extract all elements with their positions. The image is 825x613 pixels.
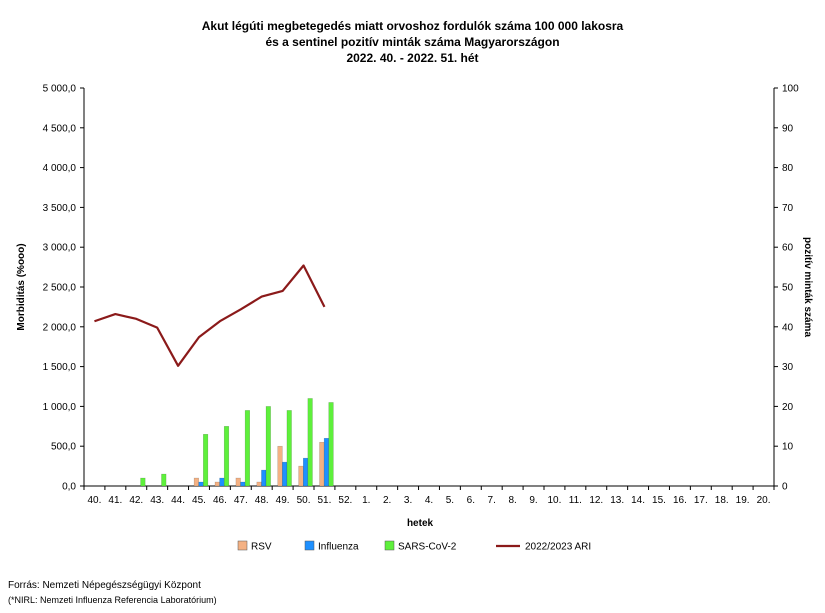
x-tick-label: 47.: [234, 495, 248, 506]
bar-influenza: [240, 481, 246, 487]
right-tick-label: 0: [782, 482, 788, 493]
chart-title-line-1: Akut légúti megbetegedés miatt orvoshoz …: [201, 19, 624, 33]
bar-sars-cov-2: [203, 434, 209, 487]
x-tick-label: 15.: [652, 495, 666, 506]
x-tick-label: 19.: [736, 495, 750, 506]
source-note: (*NIRL: Nemzeti Influenza Referencia Lab…: [8, 595, 217, 605]
line-series-ari: [94, 264, 326, 367]
bar-influenza: [219, 477, 225, 487]
x-tick-label: 52.: [338, 495, 352, 506]
x-tick-label: 18.: [715, 495, 729, 506]
x-tick-label: 40.: [88, 495, 102, 506]
x-tick-label: 11.: [569, 495, 582, 506]
right-tick-label: 90: [782, 123, 794, 134]
x-tick-label: 16.: [673, 495, 687, 506]
right-tick-label: 30: [782, 362, 794, 373]
x-tick-label: 49.: [276, 495, 290, 506]
x-tick-label: 41.: [108, 495, 122, 506]
left-tick-label: 4 000,0: [43, 163, 77, 174]
legend-label: 2022/2023 ARI: [525, 542, 591, 553]
x-tick-label: 14.: [631, 495, 645, 506]
legend-swatch: [384, 540, 395, 551]
bar-sars-cov-2: [140, 477, 146, 487]
x-tick-label: 45.: [192, 495, 206, 506]
right-axis-label: pozitív minták száma: [802, 237, 813, 337]
x-axis-label: hetek: [407, 518, 434, 529]
x-tick-label: 20.: [757, 495, 771, 506]
x-tick-label: 12.: [589, 495, 603, 506]
x-tick-label: 43.: [150, 495, 164, 506]
left-tick-label: 500,0: [51, 442, 76, 453]
bar-sars-cov-2: [286, 410, 292, 487]
x-tick-label: 8.: [508, 495, 516, 506]
left-axis-label: Morbiditás (%ooo): [16, 243, 27, 330]
source-text: Forrás: Nemzeti Népegészségügyi Központ: [8, 580, 201, 591]
x-tick-label: 3.: [404, 495, 412, 506]
left-tick-label: 0,0: [62, 482, 76, 493]
bar-sars-cov-2: [307, 398, 313, 487]
left-tick-label: 1 500,0: [43, 362, 77, 373]
bar-influenza: [303, 457, 309, 487]
right-tick-label: 10: [782, 442, 794, 453]
bar-rsv: [193, 477, 199, 487]
x-tick-label: 1.: [362, 495, 370, 506]
left-tick-label: 1 000,0: [43, 402, 77, 413]
left-tick-label: 3 000,0: [43, 243, 77, 254]
bar-rsv: [319, 441, 325, 487]
bar-sars-cov-2: [265, 406, 271, 487]
left-tick-label: 3 500,0: [43, 203, 77, 214]
x-tick-label: 2.: [383, 495, 391, 506]
left-tick-label: 4 500,0: [43, 123, 77, 134]
left-tick-label: 2 500,0: [43, 283, 77, 294]
right-tick-label: 100: [782, 84, 799, 95]
bar-rsv: [235, 477, 241, 487]
chart-title: Akut légúti megbetegedés miatt orvoshoz …: [0, 18, 825, 66]
bar-rsv: [256, 481, 262, 487]
chart-title-line-2: és a sentinel pozitív minták száma Magya…: [265, 35, 560, 49]
bar-influenza: [198, 481, 204, 487]
bar-rsv: [214, 481, 220, 487]
right-tick-label: 20: [782, 402, 794, 413]
left-tick-label: 5 000,0: [43, 84, 77, 95]
x-tick-label: 13.: [610, 495, 624, 506]
right-tick-label: 40: [782, 322, 794, 333]
right-tick-label: 50: [782, 283, 794, 294]
legend-label: Influenza: [318, 542, 359, 553]
x-tick-label: 7.: [488, 495, 496, 506]
x-tick-label: 9.: [529, 495, 537, 506]
left-tick-label: 2 000,0: [43, 322, 77, 333]
legend-label: SARS-CoV-2: [398, 542, 457, 553]
legend-label: RSV: [251, 542, 272, 553]
bar-influenza: [282, 461, 288, 487]
right-tick-label: 70: [782, 203, 794, 214]
x-tick-label: 10.: [548, 495, 562, 506]
bar-sars-cov-2: [244, 410, 250, 487]
bar-rsv: [277, 445, 283, 487]
x-tick-label: 46.: [213, 495, 227, 506]
x-tick-label: 48.: [255, 495, 269, 506]
legend-swatch: [304, 540, 315, 551]
legend-swatch: [237, 540, 248, 551]
bar-influenza: [323, 437, 329, 487]
chart-canvas: 0,0 500,0 1 000,0 1 500,0 2 000,0 2 500,0 3 00…: [16, 84, 813, 553]
right-tick-label: 80: [782, 163, 794, 174]
chart-title-line-3: 2022. 40. - 2022. 51. hét: [346, 51, 479, 65]
x-tick-label: 6.: [467, 495, 475, 506]
bar-sars-cov-2: [328, 402, 334, 487]
x-tick-label: 5.: [446, 495, 454, 506]
x-tick-label: 51.: [318, 495, 332, 506]
bar-sars-cov-2: [223, 426, 230, 487]
right-tick-label: 60: [782, 243, 794, 254]
bar-sars-cov-2: [161, 473, 167, 487]
x-tick-label: 4.: [425, 495, 433, 506]
x-tick-label: 44.: [171, 495, 185, 506]
x-tick-label: 50.: [297, 495, 311, 506]
x-tick-label: 17.: [694, 495, 708, 506]
bar-rsv: [298, 465, 304, 487]
x-tick-label: 42.: [129, 495, 143, 506]
bar-influenza: [261, 469, 267, 487]
